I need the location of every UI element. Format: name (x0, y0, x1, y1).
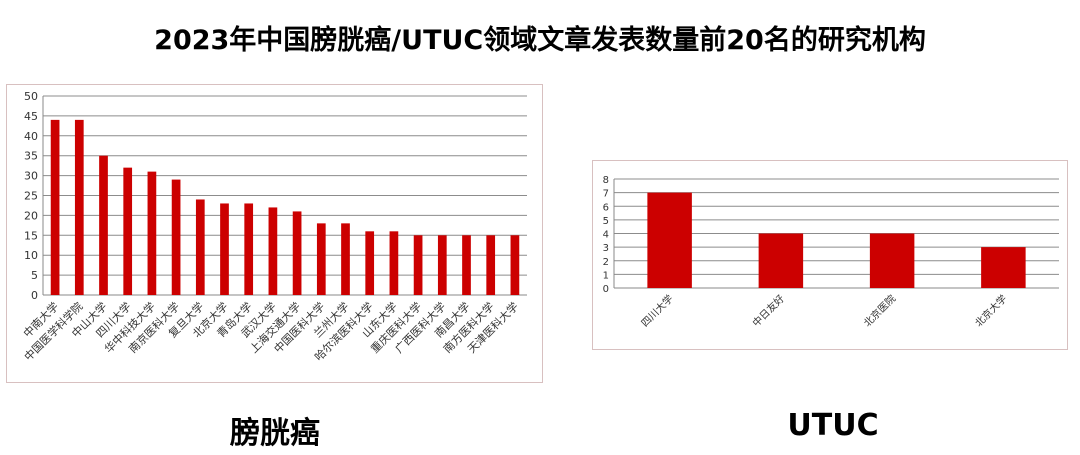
utuc-y-tick-label: 6 (603, 202, 609, 213)
bladder-y-tick-label: 15 (24, 229, 38, 242)
bladder-bar-chart: 05101520253035404550中南大学中国医学科学院中山大学四川大学华… (20, 90, 527, 364)
bladder-bar (437, 235, 447, 295)
bladder-bar (341, 223, 350, 295)
utuc-chart-caption: UTUC (787, 408, 879, 443)
bladder-y-tick-label: 10 (24, 249, 38, 262)
bladder-y-tick-label: 0 (31, 289, 38, 302)
bladder-bar (268, 207, 278, 295)
utuc-chart-panel: 0 1 2 3 4 5 6 7 8 四川大学 中日友好 北京医院 北京大学 (592, 160, 1068, 350)
bladder-y-tick-label: 50 (24, 90, 38, 103)
bladder-bar (50, 119, 60, 295)
bladder-bar (462, 235, 471, 295)
bladder-bar (365, 231, 375, 295)
bladder-y-tick-label: 35 (24, 150, 38, 163)
bladder-y-tick-label: 40 (24, 130, 38, 143)
bladder-bar (123, 167, 133, 295)
bladder-bar (99, 155, 108, 295)
bladder-bar (74, 119, 84, 295)
utuc-bar-chart: 0 1 2 3 4 5 6 7 8 四川大学 中日友好 北京医院 北京大学 (603, 175, 1059, 329)
bladder-bar (171, 179, 181, 295)
utuc-category-label: 中日友好 (750, 292, 787, 329)
bladder-chart-panel: 0 5 10 15 20 25 30 35 40 45 50 中南大学 中国医学科学院 中山大学 四川大学华… (6, 84, 543, 383)
bladder-bar (220, 203, 229, 295)
utuc-bar (981, 247, 1026, 288)
utuc-y-tick-label: 4 (603, 230, 609, 241)
utuc-bar (758, 233, 804, 288)
utuc-y-tick-label: 2 (603, 257, 609, 268)
bladder-bar (510, 235, 520, 295)
utuc-y-tick-label: 7 (603, 189, 609, 200)
bladder-bar (316, 223, 326, 295)
utuc-category-label: 北京医院 (861, 292, 898, 329)
utuc-y-tick-label: 3 (603, 243, 609, 254)
utuc-y-tick-label: 1 (603, 270, 609, 281)
utuc-category-label: 北京大学 (972, 292, 1009, 329)
bladder-bar (147, 171, 157, 295)
utuc-y-tick-label: 8 (603, 175, 609, 186)
bladder-y-tick-label: 5 (31, 269, 38, 282)
bladder-y-tick-label: 20 (24, 209, 38, 222)
bladder-y-tick-label: 25 (24, 190, 38, 203)
bladder-y-tick-label: 30 (24, 170, 38, 183)
bladder-bar (292, 211, 302, 295)
bladder-chart-caption: 膀胱癌 (230, 416, 320, 451)
bladder-bar (486, 235, 496, 295)
page-title: 2023年中国膀胱癌/UTUC领域文章发表数量前20名的研究机构 (154, 25, 926, 56)
bladder-bar (195, 199, 205, 295)
bladder-y-tick-label: 45 (24, 110, 38, 123)
bladder-bar (244, 203, 254, 295)
bladder-bar (389, 231, 399, 295)
bladder-bar (413, 235, 423, 295)
utuc-category-label: 四川大学 (638, 292, 675, 329)
utuc-y-tick-label: 0 (603, 284, 609, 295)
utuc-bar (647, 192, 692, 288)
utuc-y-tick-label: 5 (603, 216, 609, 227)
utuc-bar (869, 233, 915, 288)
